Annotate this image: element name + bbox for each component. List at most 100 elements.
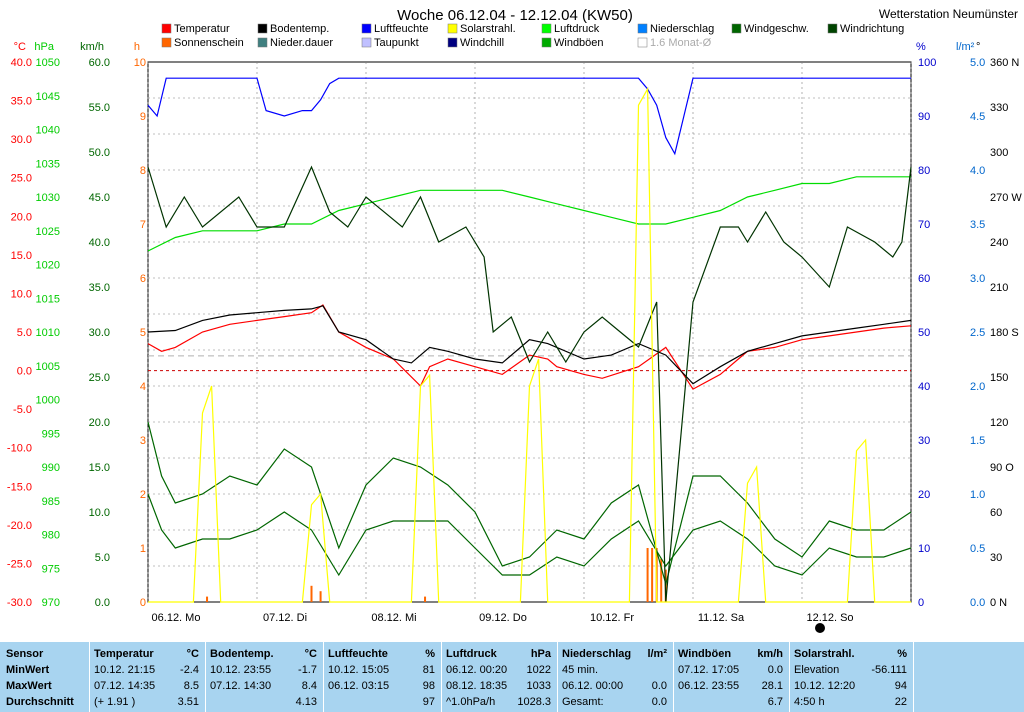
tick-label: 0.0 (970, 597, 985, 609)
tick-label: 40.0 (89, 237, 110, 249)
x-tick-label: 09.12. Do (479, 612, 527, 624)
legend-label: Luftdruck (554, 23, 600, 35)
legend-label: 1.6 Monat-Ø (650, 37, 712, 49)
stats-col-temperatur: Temperatur °C 10.12. 21:15 -2.4 07.12. 14:35… (90, 642, 206, 712)
series-luftdruck (147, 176, 911, 252)
tick-label: 30.0 (11, 134, 32, 146)
tick-label: 120 (990, 417, 1008, 429)
stats-cell: 4.13 (295, 696, 317, 708)
tick-label: 25.0 (11, 173, 32, 185)
tick-label: 1020 (36, 260, 60, 272)
tick-label: -15.0 (7, 481, 32, 493)
tick-label: 970 (42, 597, 60, 609)
axis-unit: l/m² (956, 41, 975, 53)
tick-label: 15.0 (11, 250, 32, 262)
tick-label: 55.0 (89, 102, 110, 114)
tick-label: 10 (918, 543, 930, 555)
x-tick-label: 10.12. Fr (590, 612, 634, 624)
tick-label: 20.0 (89, 417, 110, 429)
stats-cell: Luftfeuchte (328, 648, 388, 660)
tick-label: 60.0 (89, 57, 110, 69)
stats-cell: Temperatur (94, 648, 154, 660)
tick-label: 180 S (990, 327, 1019, 339)
sunshine-bar (651, 548, 654, 602)
tick-label: 1040 (36, 125, 60, 137)
tick-label: 25.0 (89, 372, 110, 384)
tick-label: 360 N (990, 57, 1019, 69)
stats-col-luftfeuchte: Luftfeuchte% 10.12. 15:05 81 06.12. 03:15 98… (324, 642, 442, 712)
legend-label: Windböen (554, 37, 604, 49)
tick-label: 4.5 (970, 111, 985, 123)
legend-label: Niederschlag (650, 23, 714, 35)
tick-label: 1050 (36, 57, 60, 69)
series-windben (147, 421, 912, 587)
tick-label: 9 (140, 111, 146, 123)
stats-cell: Sensor (6, 648, 44, 660)
legend-swatch (161, 37, 172, 48)
sunshine-bar (646, 548, 649, 602)
series-luftfeuchte (147, 77, 911, 156)
plot-frame (147, 61, 912, 603)
series-windrichtung (147, 165, 912, 603)
stats-cell: °C (186, 648, 199, 660)
stats-cell: -2.4 (180, 664, 199, 676)
x-tick-label: 12.12. So (806, 612, 853, 624)
stats-cell: 1028.3 (517, 696, 551, 708)
stats-col-niederschlag: Niederschlag l/m² 45 min. 06.12. 00:00 0.0 Ge… (558, 642, 674, 712)
series-temperatur (147, 304, 912, 390)
legend-swatch (257, 23, 268, 34)
legend-label: Bodentemp. (270, 23, 329, 35)
tick-label: 270 W (990, 192, 1022, 204)
stats-cell: 10.12. 15:05 (328, 664, 390, 676)
stats-cell: % (897, 648, 907, 660)
tick-label: 240 (990, 237, 1008, 249)
tick-label: 1.0 (970, 489, 985, 501)
tick-label: -10.0 (7, 443, 32, 455)
legend-swatch (637, 23, 648, 34)
legend-label: Taupunkt (374, 37, 419, 49)
legend-swatch (161, 23, 172, 34)
legend-label: Windgeschw. (744, 23, 809, 35)
tick-label: -30.0 (7, 597, 32, 609)
tick-label: 10.0 (89, 507, 110, 519)
tick-label: 5.0 (95, 552, 110, 564)
stats-cell: (+ 1.91 ) (94, 696, 136, 708)
stats-cell: 10.12. 12:20 (794, 680, 856, 692)
stats-cell: 94 (894, 680, 907, 692)
x-tick-label: 08.12. Mi (371, 612, 416, 624)
tick-label: 7 (140, 219, 146, 231)
stats-cell: 1033 (526, 680, 551, 692)
axis-unit: ° (976, 41, 980, 53)
stats-cell: 07.12. 14:30 (210, 680, 272, 692)
tick-label: 1015 (36, 293, 60, 305)
stats-cell: 4:50 h (794, 696, 825, 708)
tick-label: 995 (42, 428, 60, 440)
tick-label: 20.0 (11, 211, 32, 223)
sunshine-bar (424, 596, 427, 602)
tick-label: -5.0 (13, 404, 32, 416)
tick-label: 0 (918, 597, 924, 609)
axis-unit: hPa (34, 41, 54, 53)
tick-label: 3 (140, 435, 146, 447)
legend-swatch (827, 23, 838, 34)
stats-cell: 81 (422, 664, 435, 676)
tick-label: 5.0 (970, 57, 985, 69)
tick-label: 0.0 (95, 597, 110, 609)
x-tick-label: 06.12. Mo (152, 612, 201, 624)
stats-cell: Elevation (794, 664, 840, 676)
stats-cell: 0.0 (651, 696, 667, 708)
legend-label: Solarstrahl. (460, 23, 516, 35)
chart-title: Woche 06.12.04 - 12.12.04 (KW50) (397, 7, 633, 24)
tick-label: 210 (990, 282, 1008, 294)
sunshine-bar (310, 585, 313, 602)
stats-cell: 06.12. 00:20 (446, 664, 508, 676)
stats-cell: Solarstrahl. (794, 648, 855, 660)
axis-unit: km/h (80, 41, 104, 53)
tick-label: 1035 (36, 158, 60, 170)
tick-label: 3.0 (970, 273, 985, 285)
tick-label: 1010 (36, 327, 60, 339)
tick-label: 15.0 (89, 462, 110, 474)
tick-label: 0 (140, 597, 146, 609)
tick-label: 35.0 (89, 282, 110, 294)
sunshine-bar (206, 596, 209, 602)
